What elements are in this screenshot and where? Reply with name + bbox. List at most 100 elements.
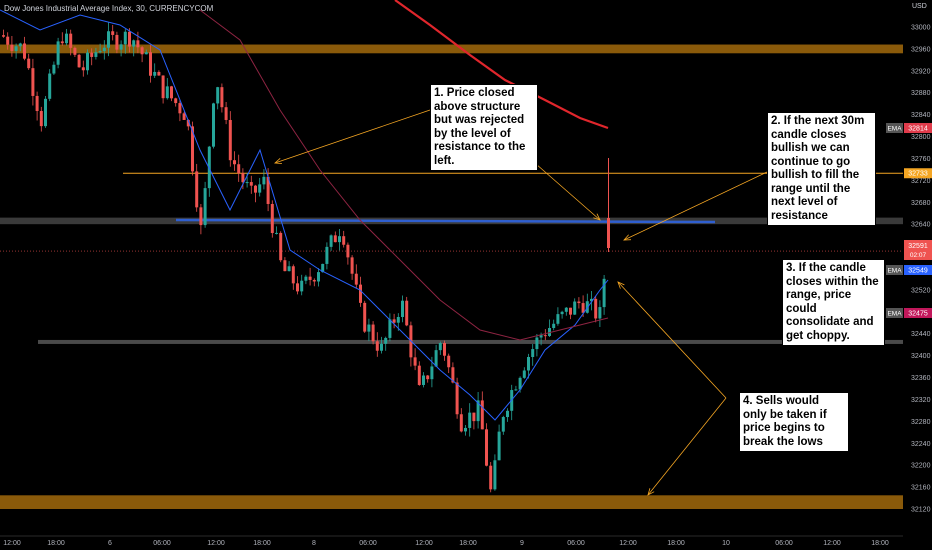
candle-body: [338, 236, 341, 243]
candle-body: [560, 311, 564, 315]
ema-tag-value: 32549: [908, 268, 928, 275]
candle-body: [422, 375, 425, 385]
candle-body: [207, 146, 211, 189]
x-tick-label: 12:00: [3, 540, 21, 547]
annotation-1: 1. Price closed above structure but was …: [430, 84, 538, 171]
arrow-head: [593, 213, 601, 221]
ema-tag-label: EMA: [887, 311, 902, 318]
candle-body: [535, 337, 539, 350]
candle-body: [476, 400, 480, 422]
candle-body: [384, 337, 388, 344]
candle-body: [333, 235, 337, 243]
candle-body: [18, 43, 22, 47]
candle-body: [346, 244, 350, 258]
y-tick-label: 33000: [911, 25, 931, 32]
candle-body: [69, 33, 73, 48]
candle-body: [27, 58, 31, 69]
y-tick-label: 32760: [911, 156, 931, 163]
candle-body: [359, 284, 362, 303]
ema-tag-label-bg: [886, 308, 903, 318]
ema-200-line: [394, 0, 609, 130]
candle-body: [413, 357, 417, 366]
y-tick-label: 32920: [911, 68, 931, 75]
candle-body: [367, 324, 371, 332]
candle-body: [35, 95, 39, 112]
x-tick-label: 8: [312, 540, 316, 547]
y-tick-label: 32840: [911, 112, 931, 119]
last-price-tag: [904, 240, 932, 260]
candle-body: [170, 86, 173, 99]
candle-body: [577, 301, 581, 304]
candle-body: [329, 235, 333, 247]
candle-body: [237, 164, 241, 174]
last-candle-body: [607, 218, 610, 248]
candle-body: [464, 427, 467, 432]
candle-body: [56, 41, 60, 65]
y-tick-label: 32640: [911, 222, 931, 229]
candle-body: [216, 87, 220, 104]
candle-body: [77, 54, 81, 68]
candle-body: [497, 431, 501, 461]
ema-slow-line: [199, 9, 609, 341]
ema-tag-label-bg: [886, 265, 903, 275]
candle-body: [581, 303, 585, 313]
candle-body: [434, 350, 438, 367]
candle-body: [375, 341, 379, 351]
ema-tag-label-bg: [886, 123, 903, 133]
candle-body: [249, 182, 253, 186]
candle-body: [191, 126, 194, 172]
resistance-tag: [904, 168, 932, 179]
candle-body: [417, 365, 421, 385]
candle-body: [325, 246, 329, 264]
candle-body: [443, 343, 446, 356]
candle-body: [569, 307, 572, 315]
x-tick-label: 18:00: [459, 540, 477, 547]
candle-body: [144, 52, 148, 55]
candle-body: [266, 176, 270, 204]
ema-tag-label: EMA: [887, 268, 902, 275]
candle-body: [94, 52, 98, 57]
ema-tag-value-bg: [904, 265, 932, 275]
y-tick-label: 32240: [911, 441, 931, 448]
x-tick-label: 6: [108, 540, 112, 547]
y-tick-label: 32320: [911, 397, 931, 404]
ema-tag-label: EMA: [887, 126, 902, 133]
x-tick-label: 06:00: [775, 540, 793, 547]
candle-body: [564, 307, 568, 312]
candle-body: [86, 52, 89, 71]
candle-body: [493, 460, 497, 490]
y-tick-label: 32400: [911, 353, 931, 360]
ema-tag-value-bg: [904, 308, 932, 318]
candle-body: [291, 266, 295, 284]
candle-body: [594, 298, 598, 319]
candle-body: [527, 357, 530, 371]
candle-body: [6, 36, 10, 45]
x-tick-label: 18:00: [47, 540, 65, 547]
candle-body: [165, 86, 169, 99]
candle-body: [140, 47, 144, 55]
annotation-3: 3. If the candle closes within the range…: [782, 259, 885, 346]
lower-demand-zone: [0, 495, 903, 509]
y-tick-label: 32440: [911, 331, 931, 338]
candle-body: [48, 73, 52, 99]
candle-body: [287, 266, 291, 272]
candle-body: [149, 52, 152, 76]
candle-body: [153, 71, 157, 76]
upper-supply-zone: [0, 44, 903, 54]
candle-body: [10, 44, 14, 51]
y-tick-label: 32120: [911, 507, 931, 514]
annotation-arrow: [274, 109, 431, 164]
candle-body: [52, 64, 56, 74]
candle-body: [241, 173, 245, 183]
candle-body: [304, 276, 308, 281]
candle-body: [123, 31, 127, 45]
candle-body: [472, 412, 476, 422]
candle-body: [23, 43, 26, 59]
ema-tag-value: 32475: [908, 311, 928, 318]
candle-body: [396, 316, 400, 323]
candle-body: [489, 465, 493, 490]
candle-body: [270, 203, 274, 234]
candle-body: [73, 47, 77, 55]
x-tick-label: 06:00: [567, 540, 585, 547]
candle-body: [317, 272, 320, 282]
